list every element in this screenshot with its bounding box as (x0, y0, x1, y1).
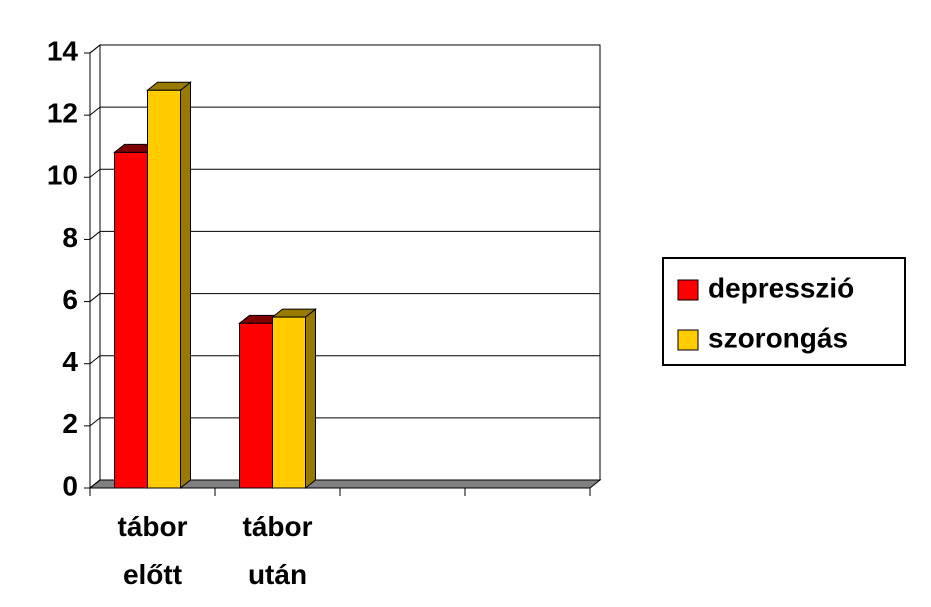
y-tick-label: 14 (47, 35, 79, 66)
legend-label: depresszió (708, 272, 854, 303)
grid-line-side (89, 168, 101, 178)
legend-label: szorongás (708, 322, 848, 353)
grid-line-side (89, 293, 101, 302)
bar (114, 151, 148, 489)
grid-line-side (89, 106, 101, 116)
grid-line-side (89, 479, 101, 489)
grid-line-side (89, 231, 101, 240)
x-tick-label: tábor után (242, 511, 313, 590)
grid-line-side (89, 44, 101, 54)
bar (272, 316, 306, 489)
grid-line-side (89, 417, 101, 427)
bar (147, 89, 181, 489)
grid-line-side (89, 355, 101, 365)
legend-swatch (677, 329, 699, 351)
y-tick-label: 0 (62, 470, 78, 501)
y-tick-label: 12 (47, 98, 78, 129)
bar-side (305, 308, 316, 490)
y-tick-label: 4 (62, 346, 78, 377)
legend: depresszió szorongás (662, 257, 906, 366)
bar-side (180, 81, 191, 490)
legend-box (662, 257, 906, 366)
y-tick-label: 6 (62, 284, 78, 315)
bar (239, 322, 273, 489)
y-tick-label: 8 (62, 222, 78, 253)
y-tick-label: 10 (47, 160, 78, 191)
legend-swatch (677, 279, 699, 301)
y-tick-label: 2 (62, 408, 78, 439)
x-tick-label: tábor előtt (117, 511, 188, 590)
